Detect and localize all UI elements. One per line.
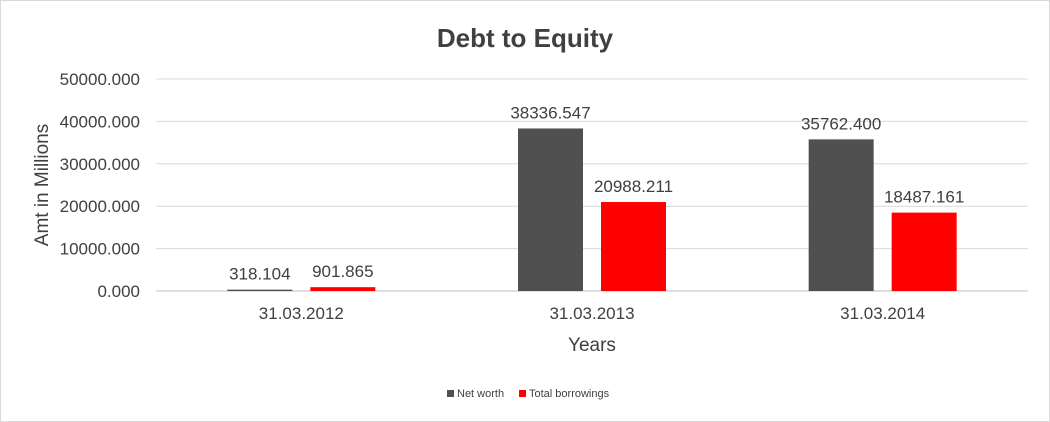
data-label: 901.865 (312, 262, 373, 281)
y-tick-label: 50000.000 (60, 70, 140, 89)
data-label: 38336.547 (510, 103, 590, 122)
x-axis-title: Years (568, 335, 616, 356)
legend: Net worth Total borrowings (447, 388, 610, 400)
legend-label: Total borrowings (529, 388, 610, 400)
data-labels: 318.104 901.865 38336.547 20988.211 35762.40… (229, 103, 964, 283)
bar-net-worth (518, 128, 583, 291)
chart-title: Debt to Equity (437, 23, 614, 53)
gridlines (156, 78, 1028, 292)
y-tick-label: 0.000 (97, 282, 140, 301)
data-label: 318.104 (229, 265, 290, 284)
y-tick-label: 40000.000 (60, 112, 140, 131)
y-tick-label: 20000.000 (60, 197, 140, 216)
legend-swatch (519, 390, 526, 397)
y-axis-ticks: 0.000 10000.000 20000.000 30000.000 40000.00… (60, 70, 140, 301)
data-label: 20988.211 (594, 177, 673, 196)
bar-total-borrowings (891, 212, 957, 291)
y-axis-title: Amt in Millions (32, 124, 53, 246)
legend-label: Net worth (457, 388, 504, 400)
bar-total-borrowings (601, 202, 666, 291)
x-axis-ticks: 31.03.2012 31.03.2013 31.03.2014 (259, 304, 925, 323)
y-tick-label: 10000.000 (60, 240, 140, 259)
bar-total-borrowings (310, 287, 376, 291)
bar-net-worth (227, 289, 293, 291)
y-tick-label: 30000.000 (60, 155, 140, 174)
x-tick-label: 31.03.2014 (840, 304, 925, 323)
data-label: 35762.400 (801, 114, 881, 133)
bar-net-worth (808, 139, 874, 291)
legend-swatch (447, 390, 454, 397)
bars (227, 128, 957, 291)
data-label: 18487.161 (884, 188, 964, 207)
x-tick-label: 31.03.2013 (549, 304, 634, 323)
x-tick-label: 31.03.2012 (259, 304, 344, 323)
